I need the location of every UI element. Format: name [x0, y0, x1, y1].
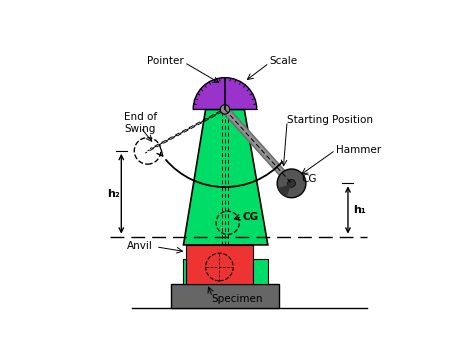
- Text: Pointer: Pointer: [147, 56, 183, 66]
- Wedge shape: [278, 183, 292, 197]
- Text: Hammer: Hammer: [336, 145, 381, 154]
- Text: h₂: h₂: [107, 189, 120, 199]
- Wedge shape: [193, 78, 257, 109]
- Text: CG: CG: [301, 173, 317, 183]
- Polygon shape: [171, 284, 279, 308]
- Text: End of
Swing: End of Swing: [124, 112, 157, 134]
- Text: Scale: Scale: [269, 56, 297, 66]
- Polygon shape: [253, 259, 268, 284]
- Polygon shape: [183, 259, 186, 284]
- Text: Specimen: Specimen: [211, 294, 263, 304]
- Text: CG: CG: [243, 212, 259, 222]
- Text: h₁: h₁: [354, 205, 366, 215]
- Circle shape: [220, 105, 230, 114]
- Polygon shape: [186, 245, 253, 284]
- Circle shape: [277, 169, 306, 198]
- Circle shape: [288, 180, 295, 187]
- Text: Anvil: Anvil: [127, 241, 153, 251]
- Polygon shape: [183, 109, 268, 245]
- Text: Starting Position: Starting Position: [287, 116, 373, 126]
